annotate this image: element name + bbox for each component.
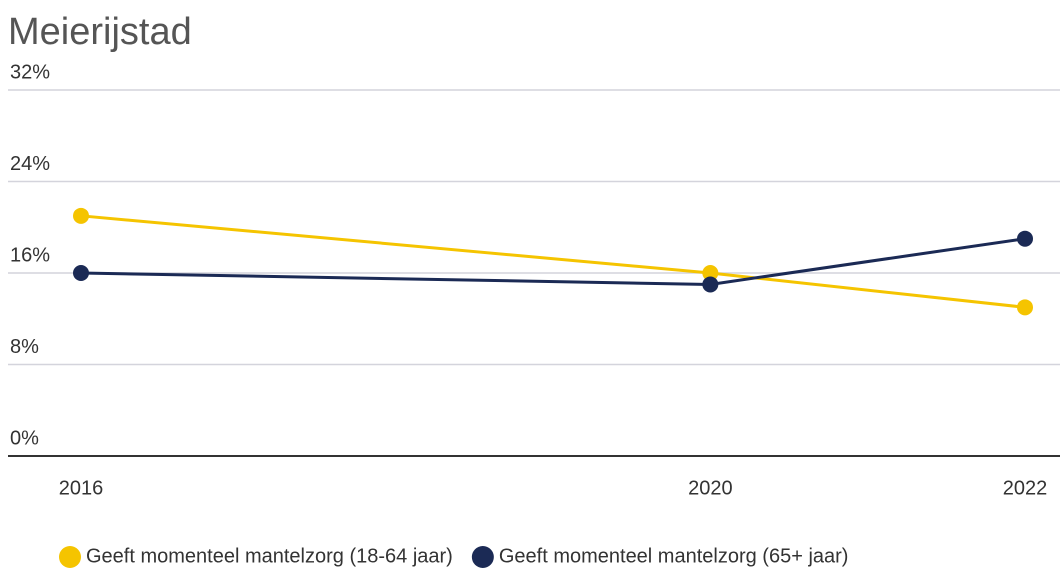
legend-label: Geeft momenteel mantelzorg (18-64 jaar) [86, 545, 453, 567]
series-line [80, 214, 1026, 309]
y-tick-label: 24% [10, 153, 50, 175]
y-tick-label: 16% [10, 244, 50, 266]
y-tick-label: 0% [10, 427, 39, 449]
data-point [73, 207, 89, 224]
legend-marker [471, 546, 494, 568]
x-tick-label: 2020 [688, 477, 733, 499]
data-point [702, 265, 719, 281]
chart-title: Meierijstad [8, 11, 192, 53]
y-tick-label: 8% [10, 336, 39, 358]
x-tick-label: 2022 [1003, 477, 1048, 499]
x-tick-label: 2016 [59, 477, 104, 499]
y-tick-label: 32% [10, 61, 50, 83]
data-point [702, 276, 719, 293]
data-point [1017, 230, 1033, 247]
series-line [80, 237, 1026, 286]
data-point [1017, 299, 1033, 316]
data-point [73, 265, 89, 281]
legend-label: Geeft momenteel mantelzorg (65+ jaar) [499, 545, 849, 567]
legend-marker [59, 546, 81, 568]
